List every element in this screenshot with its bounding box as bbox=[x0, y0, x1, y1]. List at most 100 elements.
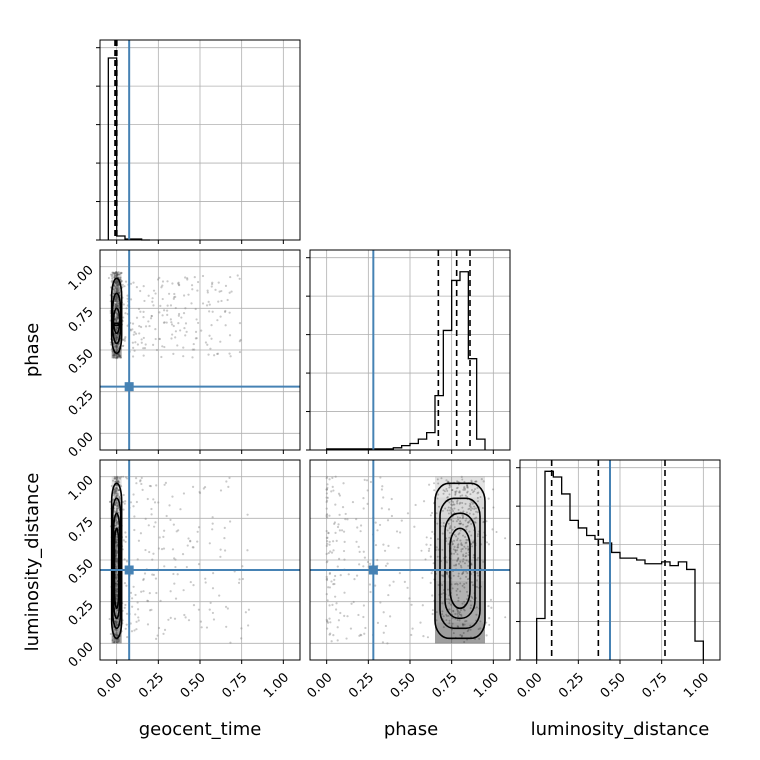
density-point bbox=[456, 480, 459, 483]
density-point bbox=[450, 503, 453, 506]
scatter-point bbox=[374, 584, 377, 587]
density-point bbox=[116, 294, 119, 297]
scatter-point bbox=[224, 324, 227, 327]
density-point bbox=[476, 511, 479, 514]
scatter-point bbox=[240, 637, 243, 640]
panel-luminosity-distance-vs-phase: 0.00 0.25 0.50 0.75 1.00 bbox=[304, 459, 511, 701]
density-point bbox=[465, 575, 468, 578]
scatter-point bbox=[329, 632, 332, 635]
scatter-point bbox=[228, 334, 232, 337]
density-point bbox=[116, 281, 119, 284]
density-point bbox=[477, 574, 480, 577]
scatter-point bbox=[187, 619, 191, 622]
scatter-point bbox=[115, 280, 118, 283]
truth-marker bbox=[368, 565, 378, 575]
density-point bbox=[117, 291, 120, 294]
density-point bbox=[111, 350, 114, 353]
density-point bbox=[472, 556, 475, 559]
density-point bbox=[115, 319, 118, 322]
density-point bbox=[457, 543, 460, 546]
scatter-point bbox=[334, 475, 337, 478]
density-point bbox=[111, 273, 114, 276]
density-point bbox=[446, 496, 449, 499]
scatter-point bbox=[326, 516, 329, 519]
density-point bbox=[463, 640, 466, 643]
scatter-point bbox=[115, 334, 119, 337]
scatter-point bbox=[408, 597, 411, 600]
density-point bbox=[113, 290, 116, 293]
scatter-point bbox=[176, 282, 180, 285]
density-point bbox=[113, 353, 116, 356]
density-point bbox=[117, 489, 120, 492]
scatter-point bbox=[161, 314, 164, 317]
density-point bbox=[113, 475, 116, 478]
scatter-point bbox=[131, 322, 135, 325]
density-point bbox=[450, 583, 453, 586]
density-point bbox=[465, 538, 468, 541]
density-point bbox=[448, 527, 451, 530]
scatter-point bbox=[182, 311, 186, 315]
density-point bbox=[453, 564, 456, 567]
scatter-point bbox=[327, 586, 330, 589]
density-point bbox=[459, 613, 462, 616]
density-point bbox=[118, 273, 121, 276]
density-point bbox=[458, 611, 461, 614]
contour-level-1 bbox=[111, 292, 122, 345]
scatter-point bbox=[224, 309, 227, 313]
scatter-point bbox=[148, 484, 151, 488]
density-point bbox=[117, 283, 120, 286]
density-point bbox=[451, 528, 454, 531]
density-point bbox=[465, 517, 468, 520]
scatter-point bbox=[431, 594, 434, 597]
density-point bbox=[459, 633, 462, 636]
scatter-point bbox=[325, 536, 328, 540]
density-point bbox=[460, 543, 463, 546]
scatter-point bbox=[476, 486, 479, 490]
scatter-point bbox=[115, 597, 119, 601]
density-point bbox=[115, 279, 118, 282]
scatter-point bbox=[406, 586, 409, 589]
density-point bbox=[115, 593, 118, 596]
density-point bbox=[116, 487, 119, 490]
density-point bbox=[116, 327, 119, 330]
density-cell bbox=[435, 601, 485, 623]
scatter-point bbox=[150, 513, 153, 516]
density-point bbox=[114, 300, 117, 303]
scatter-point bbox=[155, 348, 159, 352]
scatter-point bbox=[480, 477, 483, 481]
scatter-point bbox=[155, 591, 158, 595]
scatter-point bbox=[140, 341, 143, 344]
scatter-point bbox=[132, 346, 135, 349]
density-cell bbox=[111, 539, 122, 560]
scatter-point bbox=[121, 283, 124, 286]
scatter-point bbox=[338, 557, 341, 560]
scatter-point bbox=[134, 341, 137, 344]
density-point bbox=[449, 525, 452, 528]
density-point bbox=[116, 494, 119, 497]
density-point bbox=[115, 480, 118, 483]
scatter-point bbox=[213, 354, 216, 357]
scatter-point bbox=[172, 523, 175, 526]
density-point bbox=[115, 486, 118, 489]
scatter-point bbox=[363, 556, 367, 559]
scatter-point bbox=[208, 542, 211, 545]
scatter-point bbox=[142, 590, 145, 593]
scatter-point bbox=[225, 625, 228, 628]
histogram-phase bbox=[326, 271, 486, 450]
density-point bbox=[115, 288, 118, 291]
scatter-point bbox=[326, 560, 329, 563]
scatter-point bbox=[124, 312, 127, 315]
density-point bbox=[459, 609, 462, 612]
scatter-point bbox=[383, 549, 387, 552]
density-point bbox=[114, 319, 117, 322]
scatter-point bbox=[229, 275, 232, 279]
density-point bbox=[115, 336, 118, 339]
density-point bbox=[472, 513, 475, 516]
scatter-point bbox=[381, 641, 385, 644]
scatter-point bbox=[193, 276, 196, 279]
density-point bbox=[448, 536, 451, 539]
scatter-point bbox=[118, 276, 121, 279]
xtick-label-4: 1.00 bbox=[471, 670, 502, 701]
density-point bbox=[114, 620, 117, 623]
scatter-point bbox=[325, 515, 328, 518]
